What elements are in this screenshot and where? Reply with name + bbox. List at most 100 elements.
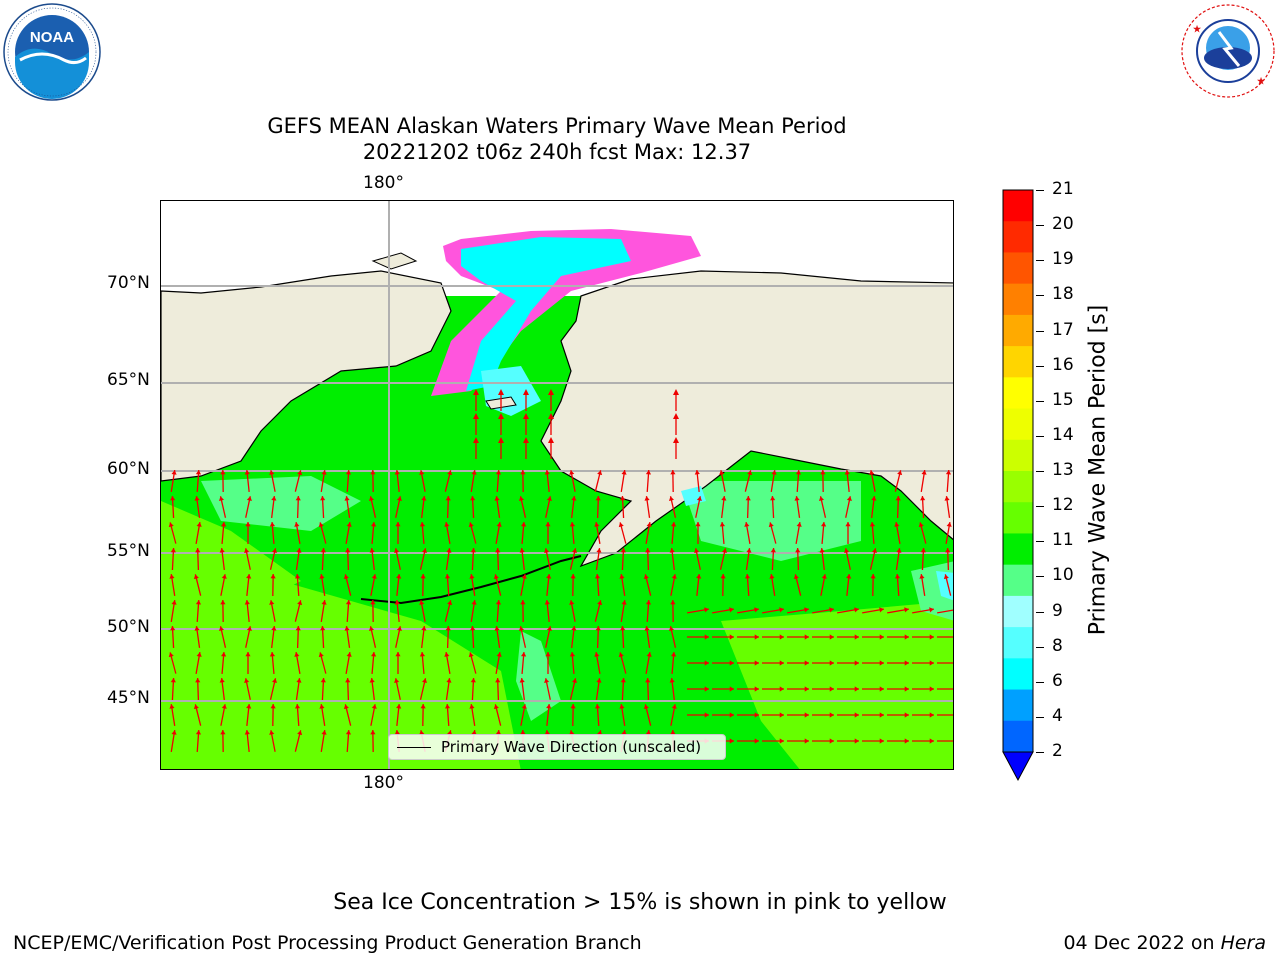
wave-arrow-head (470, 496, 476, 501)
wave-arrow-head (621, 600, 627, 605)
wave-arrow-head (545, 522, 551, 527)
wave-arrow-head (704, 712, 709, 718)
wave-arrow-head (468, 652, 474, 658)
wave-arrow-head (471, 470, 477, 475)
wave-arrow-head (754, 660, 759, 666)
wave-arrow-head (494, 626, 500, 631)
wave-arrow-head (419, 600, 425, 605)
wave-arrow-head (471, 600, 477, 605)
wave-arrow-head (645, 470, 652, 475)
colorbar-label: Primary Wave Mean Period [s] (1085, 304, 1111, 636)
wave-arrow-head (518, 626, 525, 632)
colorbar-ticks: 21 20 19 18 17 16 15 14 13 12 11 10 9 8 6 4 2 (1036, 0, 1086, 960)
wave-arrow-head (269, 600, 275, 605)
wave-arrow-head (318, 522, 324, 528)
wave-arrow-head (221, 704, 227, 709)
wave-arrow-head (446, 548, 452, 553)
wave-arrow-head (904, 712, 909, 718)
wave-arrow-head (570, 574, 576, 579)
colorbar-segment (1003, 439, 1033, 472)
wave-arrow-head (495, 730, 502, 735)
wave-arrow-head (897, 470, 903, 476)
wave-arrow-head (544, 548, 550, 553)
wave-arrow-head (246, 496, 252, 501)
legend-line-swatch (397, 746, 431, 748)
wave-arrow-head (546, 704, 552, 709)
wave-arrow-head (671, 522, 677, 527)
colorbar-segment (1003, 720, 1033, 753)
wave-arrow-head (171, 730, 177, 735)
wave-arrow-head (804, 712, 809, 718)
wave-arrow-head (520, 600, 526, 605)
wave-arrow-head (270, 704, 276, 709)
lon-label-bottom: 180° (363, 773, 404, 793)
wave-arrow-head (396, 704, 402, 709)
wave-arrow-head (246, 704, 252, 709)
wave-arrow-head (571, 548, 578, 554)
wave-arrow-head (673, 389, 679, 395)
wave-arrow-head (496, 652, 502, 657)
wave-arrow-head (168, 522, 174, 528)
land-wrangel-island (371, 252, 418, 270)
wave-arrow-head (297, 730, 303, 736)
lon-label-top: 180° (363, 173, 404, 193)
colorbar (1002, 188, 1034, 784)
wave-arrow-head (523, 389, 529, 395)
lat-label-60n: 60°N (107, 459, 150, 479)
wave-arrow-head (195, 548, 201, 553)
wave-arrow-head (920, 496, 926, 501)
wave-arrow-head (471, 730, 477, 735)
wave-arrow-head (744, 574, 751, 579)
colorbar-segment (1003, 283, 1033, 316)
wave-arrow-head (729, 660, 734, 666)
legend-label: Primary Wave Direction (unscaled) (441, 738, 702, 756)
wave-arrow-head (519, 678, 525, 683)
wave-arrow-head (245, 652, 251, 657)
wave-arrow-head (394, 548, 400, 553)
wave-arrow-head (544, 600, 550, 605)
wave-arrow-head (696, 496, 702, 501)
wave-arrow-head (646, 522, 652, 527)
map-panel: Primary Wave Direction (unscaled) (160, 200, 954, 770)
wave-arrow-head (421, 496, 427, 501)
wave-arrow-head (295, 496, 301, 501)
colorbar-tick-mark (1036, 260, 1044, 262)
wave-arrow-head (370, 600, 376, 605)
chart-title: GEFS MEAN Alaskan Waters Primary Wave Me… (267, 114, 847, 138)
wave-arrow-head (804, 660, 809, 666)
wave-arrow-head (929, 712, 934, 718)
wave-arrow (937, 609, 953, 614)
wave-arrow-head (297, 600, 303, 606)
wave-arrow-head (519, 548, 525, 553)
colorbar-segment (1003, 221, 1033, 253)
wave-arrow-head (523, 413, 529, 419)
wave-arrow-head (420, 574, 426, 579)
wave-arrow-head (729, 634, 734, 640)
wave-arrow-head (271, 678, 278, 684)
wave-arrow-head (521, 522, 527, 527)
wave-arrow-head (343, 574, 349, 580)
wave-arrow-head (821, 574, 827, 579)
wave-arrow-head (854, 686, 859, 692)
wave-arrow-head (220, 730, 226, 735)
wave-arrow-head (896, 548, 902, 553)
wave-arrow-head (770, 496, 776, 501)
wave-arrow-head (344, 496, 350, 501)
wave-arrow-head (518, 496, 525, 502)
wave-arrow-head (894, 522, 900, 527)
wave-arrow-head (704, 660, 709, 666)
wave-arrow-head (320, 496, 326, 501)
wave-arrow-head (929, 660, 934, 666)
wave-arrow-head (645, 678, 651, 683)
shorter-period-patch (681, 481, 861, 561)
wave-arrow-head (294, 652, 300, 657)
wave-arrow-head (548, 437, 554, 443)
map-grid (161, 201, 953, 769)
wave-arrow-head (470, 626, 476, 631)
wave-arrow-head (269, 652, 275, 657)
wave-arrow-head (845, 522, 851, 527)
noaa-logo-text: NOAA (30, 29, 74, 46)
wave-arrow-head (545, 652, 551, 657)
wave-arrow-head (169, 704, 175, 709)
wave-arrow-head (673, 437, 679, 443)
